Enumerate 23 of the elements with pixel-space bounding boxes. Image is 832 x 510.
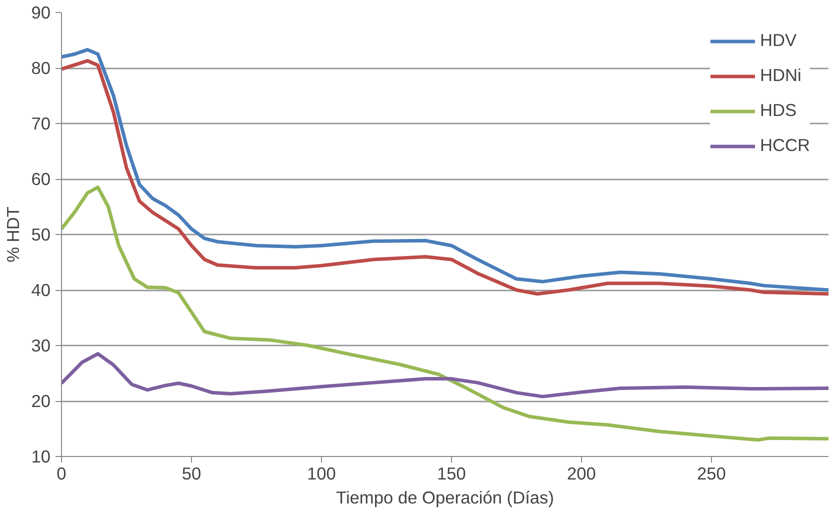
x-axis-title: Tiempo de Operación (Días) — [336, 488, 554, 508]
legend-label: HDV — [760, 30, 797, 51]
y-tick-label: 80 — [31, 58, 51, 78]
y-tick-label: 10 — [31, 446, 51, 466]
y-tick-label: 60 — [31, 169, 51, 189]
y-axis-title: % HDT — [3, 206, 24, 262]
y-tick-label: 40 — [31, 280, 51, 300]
legend-label: HDNi — [760, 65, 802, 86]
y-tick-label: 70 — [31, 114, 51, 134]
y-tick-label: 20 — [31, 391, 51, 411]
x-tick-label: 250 — [697, 464, 726, 484]
y-tick-label: 90 — [31, 2, 51, 22]
x-tick-label: 50 — [182, 464, 202, 484]
y-tick-label: 30 — [31, 336, 51, 356]
line-series — [62, 352, 828, 398]
legend-label: HDS — [760, 100, 797, 121]
x-tick-label: 200 — [567, 464, 596, 484]
x-tick-label: 100 — [307, 464, 336, 484]
x-tick-label: 150 — [437, 464, 466, 484]
y-tick-label: 50 — [31, 224, 51, 244]
line-series — [62, 186, 828, 442]
x-tick-label: 0 — [56, 464, 66, 484]
legend-label: HCCR — [760, 135, 810, 156]
